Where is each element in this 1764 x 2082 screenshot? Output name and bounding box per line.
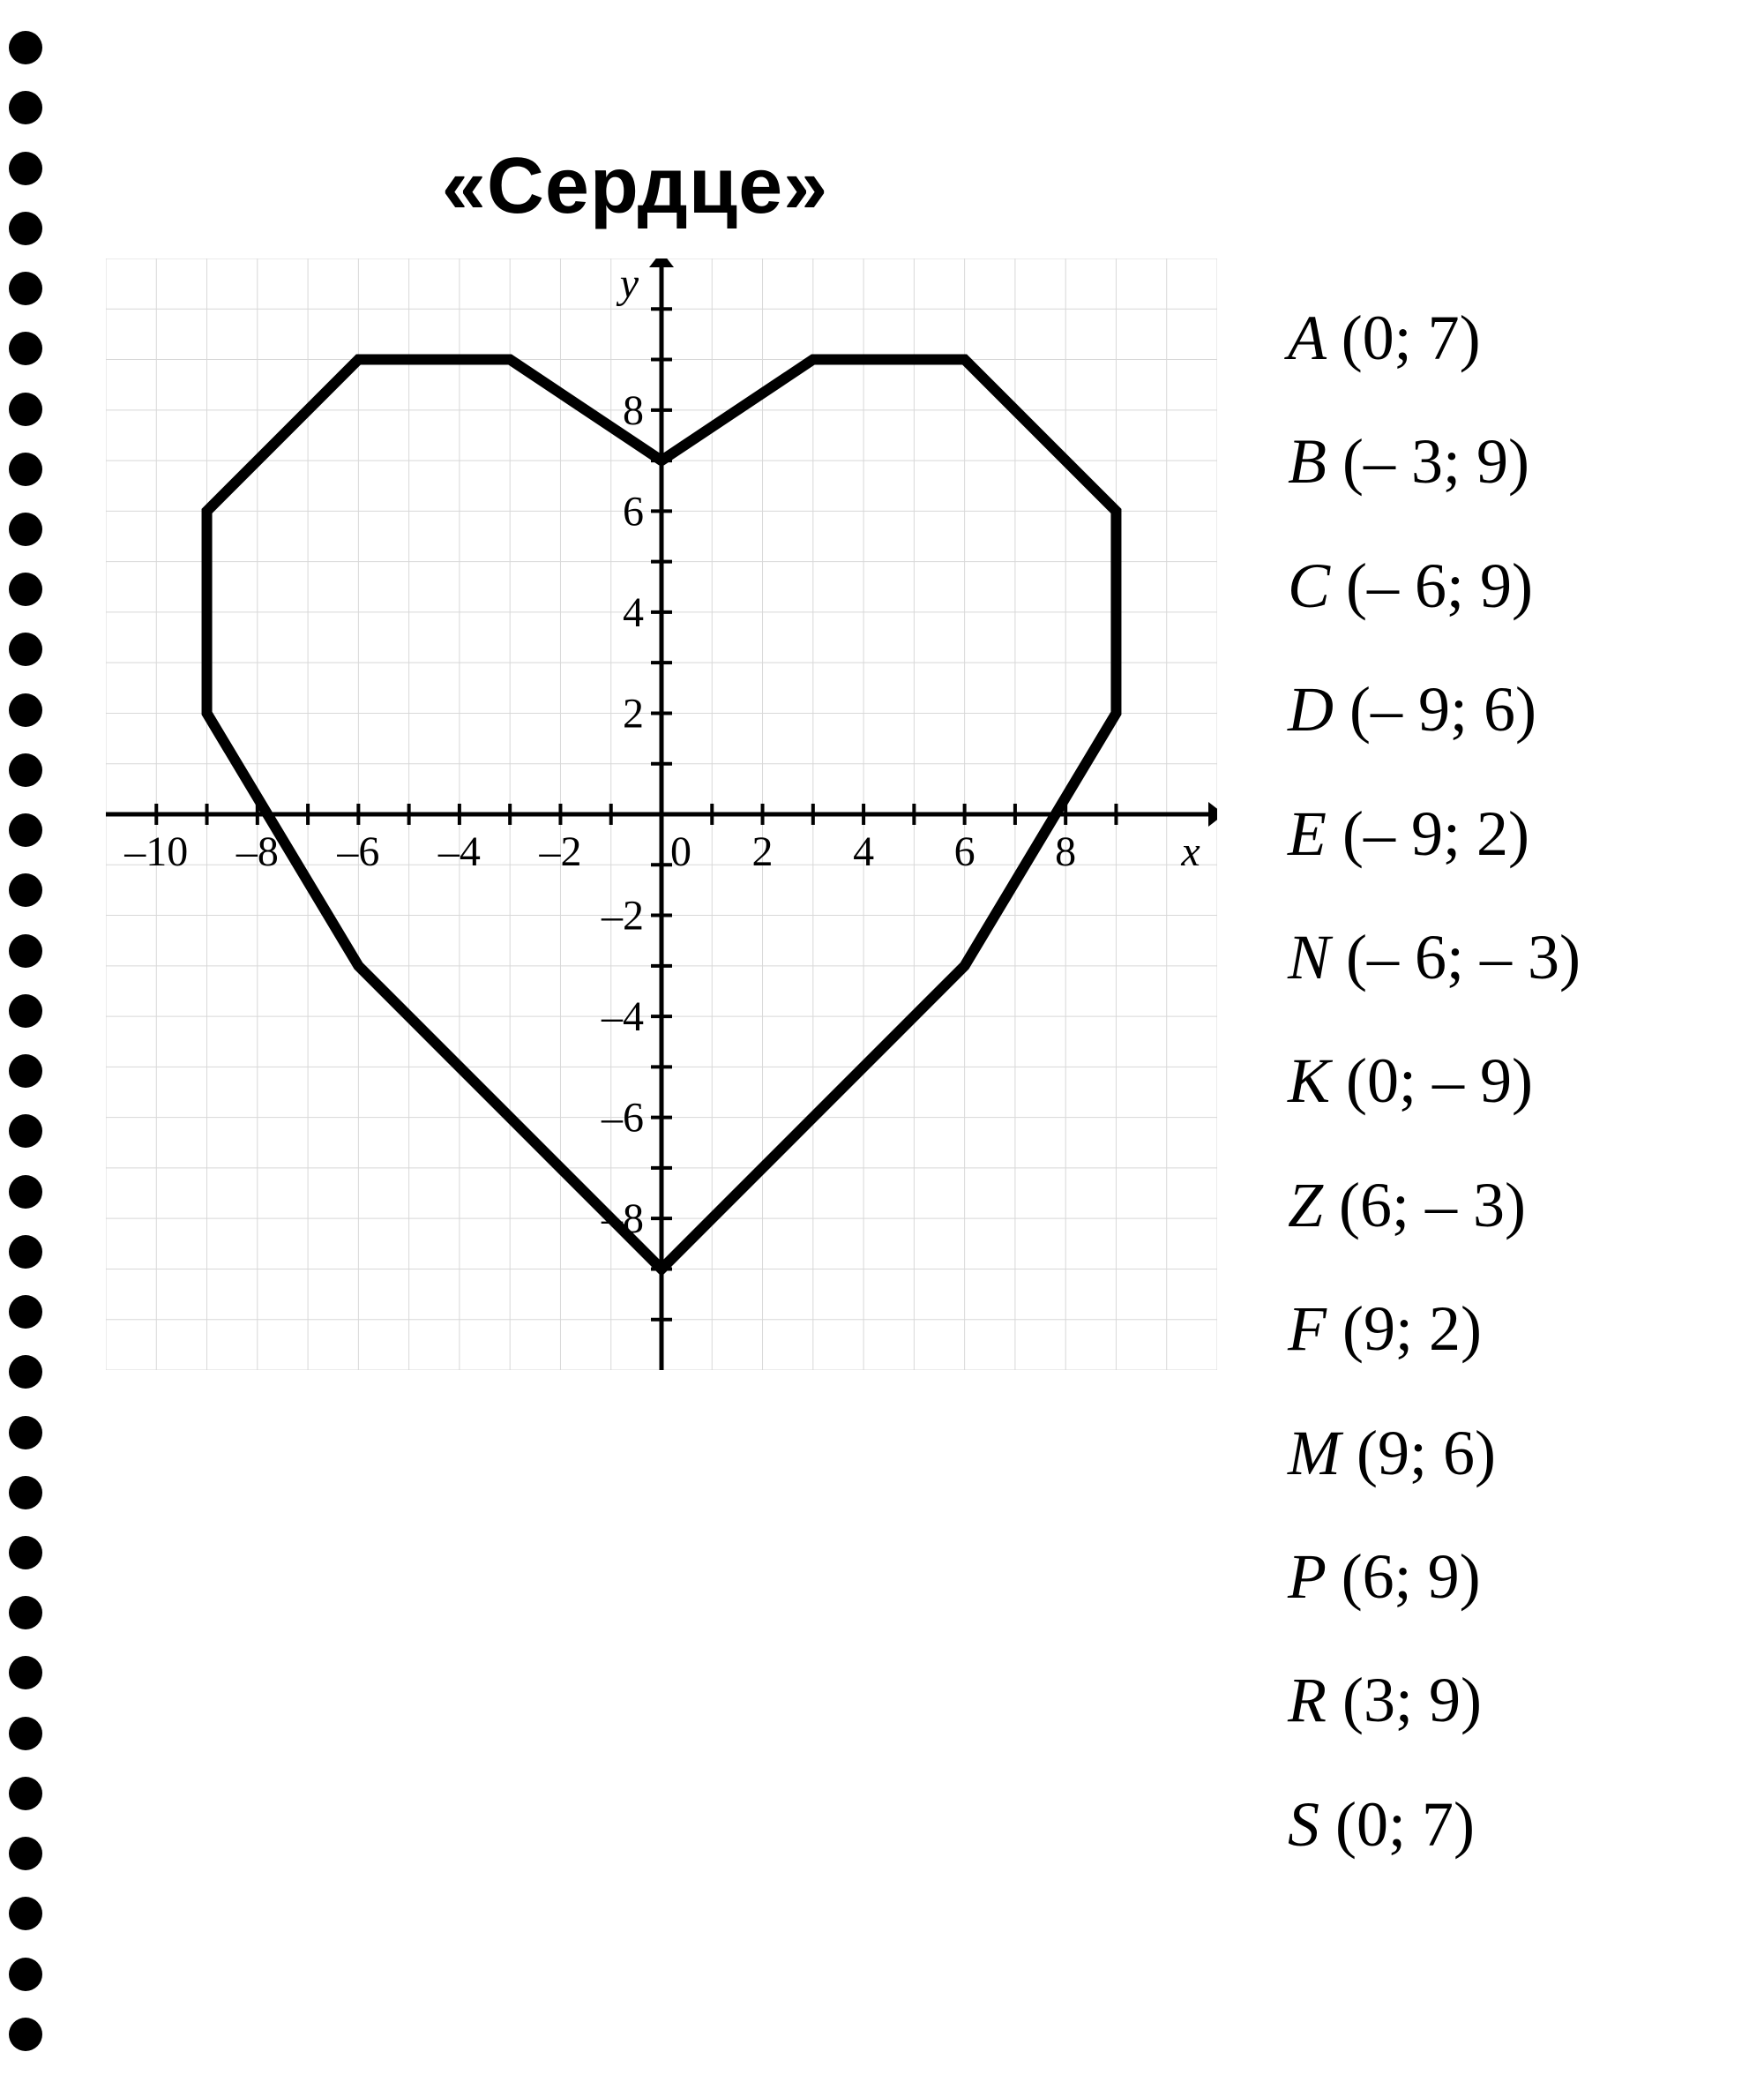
point-label: A <box>1288 303 1342 373</box>
spiral-dot <box>9 1114 42 1148</box>
point-coords: (– 6; – 3) <box>1346 922 1581 992</box>
point-entry: P (6; 9) <box>1288 1515 1581 1638</box>
point-label: Z <box>1288 1170 1339 1240</box>
y-tick-label: –6 <box>601 1095 644 1142</box>
y-tick-label: 8 <box>623 387 644 434</box>
x-tick-label: –10 <box>123 828 188 875</box>
point-entry: Z (6; – 3) <box>1288 1143 1581 1267</box>
point-entry: A (0; 7) <box>1288 276 1581 400</box>
point-entry: F (9; 2) <box>1288 1267 1581 1390</box>
coordinate-chart: –10–8–6–4–202468–8–6–4–22468xy <box>106 258 1217 1370</box>
x-tick-label: –4 <box>437 828 481 875</box>
point-coords: (0; – 9) <box>1346 1045 1533 1116</box>
page: «Сердце» –10–8–6–4–202468–8–6–4–22468xy … <box>0 0 1764 2047</box>
spiral-dot <box>9 1054 42 1088</box>
spiral-dot <box>9 272 42 305</box>
point-entry: R (3; 9) <box>1288 1638 1581 1762</box>
point-entry: C (– 6; 9) <box>1288 524 1581 648</box>
spiral-dot <box>9 1476 42 1509</box>
x-tick-label: –6 <box>336 828 379 875</box>
spiral-dot <box>9 1536 42 1569</box>
spiral-dot <box>9 753 42 787</box>
spiral-dot <box>9 31 42 64</box>
y-axis-label: y <box>616 260 639 307</box>
spiral-dot <box>9 1897 42 1930</box>
chart-svg: –10–8–6–4–202468–8–6–4–22468xy <box>106 258 1217 1370</box>
spiral-dot <box>9 212 42 245</box>
spiral-dot <box>9 994 42 1028</box>
spiral-binding <box>0 0 53 2082</box>
point-coords: (– 3; 9) <box>1342 426 1529 497</box>
point-entry: D (– 9; 6) <box>1288 648 1581 771</box>
spiral-dot <box>9 1295 42 1329</box>
spiral-dot <box>9 91 42 124</box>
point-coords: (0; 7) <box>1335 1789 1475 1860</box>
x-tick-label: 0 <box>670 828 691 875</box>
spiral-dot <box>9 1717 42 1750</box>
spiral-dot <box>9 332 42 365</box>
point-coords: (9; 6) <box>1357 1418 1496 1488</box>
x-tick-label: –2 <box>538 828 581 875</box>
x-tick-label: 2 <box>752 828 774 875</box>
spiral-dot <box>9 513 42 546</box>
x-tick-label: 4 <box>853 828 874 875</box>
point-coords: (9; 2) <box>1342 1293 1482 1364</box>
point-coords: (0; 7) <box>1342 303 1481 373</box>
spiral-dot <box>9 813 42 847</box>
point-label: P <box>1288 1541 1342 1612</box>
point-label: F <box>1288 1293 1342 1364</box>
spiral-dot <box>9 1355 42 1389</box>
y-tick-label: 2 <box>623 690 644 737</box>
spiral-dot <box>9 1416 42 1449</box>
x-tick-label: –8 <box>235 828 279 875</box>
point-entry: S (0; 7) <box>1288 1763 1581 1886</box>
point-label: B <box>1288 426 1342 497</box>
point-entry: B (– 3; 9) <box>1288 400 1581 523</box>
point-coords: (6; – 3) <box>1339 1170 1526 1240</box>
point-entry: E (– 9; 2) <box>1288 772 1581 895</box>
point-coords: (3; 9) <box>1342 1665 1482 1735</box>
spiral-dot <box>9 934 42 968</box>
point-label: M <box>1288 1418 1357 1488</box>
spiral-dot <box>9 693 42 727</box>
y-tick-label: 6 <box>623 488 644 535</box>
spiral-dot <box>9 152 42 185</box>
point-label: S <box>1288 1789 1335 1860</box>
y-tick-label: –2 <box>601 893 644 940</box>
spiral-dot <box>9 2018 42 2051</box>
y-tick-label: –4 <box>601 993 644 1040</box>
spiral-dot <box>9 573 42 606</box>
point-label: E <box>1288 798 1342 869</box>
x-tick-label: 6 <box>954 828 975 875</box>
spiral-dot <box>9 1837 42 1870</box>
spiral-dot <box>9 873 42 907</box>
spiral-dot <box>9 1235 42 1269</box>
x-tick-label: 8 <box>1055 828 1076 875</box>
point-label: N <box>1288 922 1346 992</box>
point-entry: N (– 6; – 3) <box>1288 895 1581 1019</box>
page-title: «Сердце» <box>106 141 1164 232</box>
point-label: C <box>1288 550 1346 621</box>
spiral-dot <box>9 1958 42 1991</box>
spiral-dot <box>9 1656 42 1689</box>
point-coords: (– 6; 9) <box>1346 550 1533 621</box>
spiral-dot <box>9 393 42 426</box>
spiral-dot <box>9 1175 42 1209</box>
point-coords: (– 9; 2) <box>1342 798 1529 869</box>
point-coords: (6; 9) <box>1342 1541 1481 1612</box>
spiral-dot <box>9 453 42 486</box>
spiral-dot <box>9 633 42 666</box>
spiral-dot <box>9 1777 42 1810</box>
point-coords: (– 9; 6) <box>1349 674 1536 745</box>
point-entry: K (0; – 9) <box>1288 1019 1581 1142</box>
y-tick-label: 4 <box>623 589 644 636</box>
point-label: D <box>1288 674 1349 745</box>
spiral-dot <box>9 1596 42 1629</box>
point-entry: M (9; 6) <box>1288 1391 1581 1515</box>
x-axis-label: x <box>1180 828 1200 875</box>
content-row: –10–8–6–4–202468–8–6–4–22468xy A (0; 7)B… <box>106 258 1729 1886</box>
points-list: A (0; 7)B (– 3; 9)C (– 6; 9)D (– 9; 6)E … <box>1288 276 1581 1886</box>
point-label: K <box>1288 1045 1346 1116</box>
point-label: R <box>1288 1665 1342 1735</box>
